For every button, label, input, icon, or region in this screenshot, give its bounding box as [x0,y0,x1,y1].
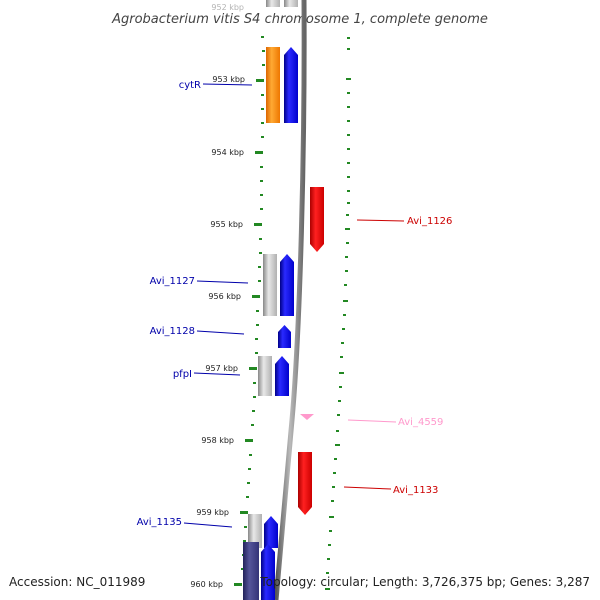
kbp-label: 953 kbp [212,75,245,84]
gene-pink-marker [300,414,314,420]
kbp-label: 952 kbp [211,3,244,12]
inner-scale-ring [234,36,265,586]
accession-text: Accession: NC_011989 [9,575,145,589]
gene-orange [266,47,280,123]
gene-gray-top [266,0,280,7]
kbp-label: 955 kbp [210,220,243,229]
gene-blue-arrow [264,516,278,548]
kbp-label: 960 kbp [190,580,223,589]
kbp-label: 956 kbp [208,292,241,301]
gene-gray [248,514,262,548]
gene-label-pfpI: pfpI [173,369,192,380]
gene-label-Avi_1135: Avi_1135 [137,517,182,528]
gene-label-Avi_1133: Avi_1133 [393,485,438,496]
kbp-label: 958 kbp [201,436,234,445]
gene-blue-arrow [284,47,298,123]
outer-scale-ring [325,37,351,590]
gene-label-cytR: cytR [179,80,201,91]
kbp-scale-labels: 952 kbp 953 kbp 954 kbp 955 kbp 956 kbp … [190,3,245,589]
kbp-label: 959 kbp [196,508,229,517]
chromosome-backbone [273,0,307,600]
gene-navy [243,542,259,600]
gene-gray [263,254,277,316]
gene-blue-arrow [278,325,291,348]
gene-label-Avi_1126: Avi_1126 [407,216,452,227]
gene-blue-arrow [261,544,275,600]
label-connectors [183,83,405,528]
gene-label-Avi_1127: Avi_1127 [150,276,195,287]
gene-gray [258,356,272,396]
gene-label-Avi_4559: Avi_4559 [398,417,443,428]
kbp-label: 954 kbp [211,148,244,157]
gene-red-arrow [310,187,324,252]
kbp-label: 957 kbp [205,364,238,373]
gene-blue-arrow [280,254,294,316]
gene-red-arrow [298,452,312,515]
gene-blue-arrow [275,356,289,396]
gene-features [243,0,324,600]
genome-summary-text: Topology: circular; Length: 3,726,375 bp… [259,575,590,589]
gene-blue-top [284,0,298,7]
gene-label-Avi_1128: Avi_1128 [150,326,195,337]
gene-labels: cytR Avi_1126 Avi_1127 Avi_1128 pfpI Avi… [137,80,453,528]
map-title: Agrobacterium vitis S4 chromosome 1, com… [111,12,488,27]
